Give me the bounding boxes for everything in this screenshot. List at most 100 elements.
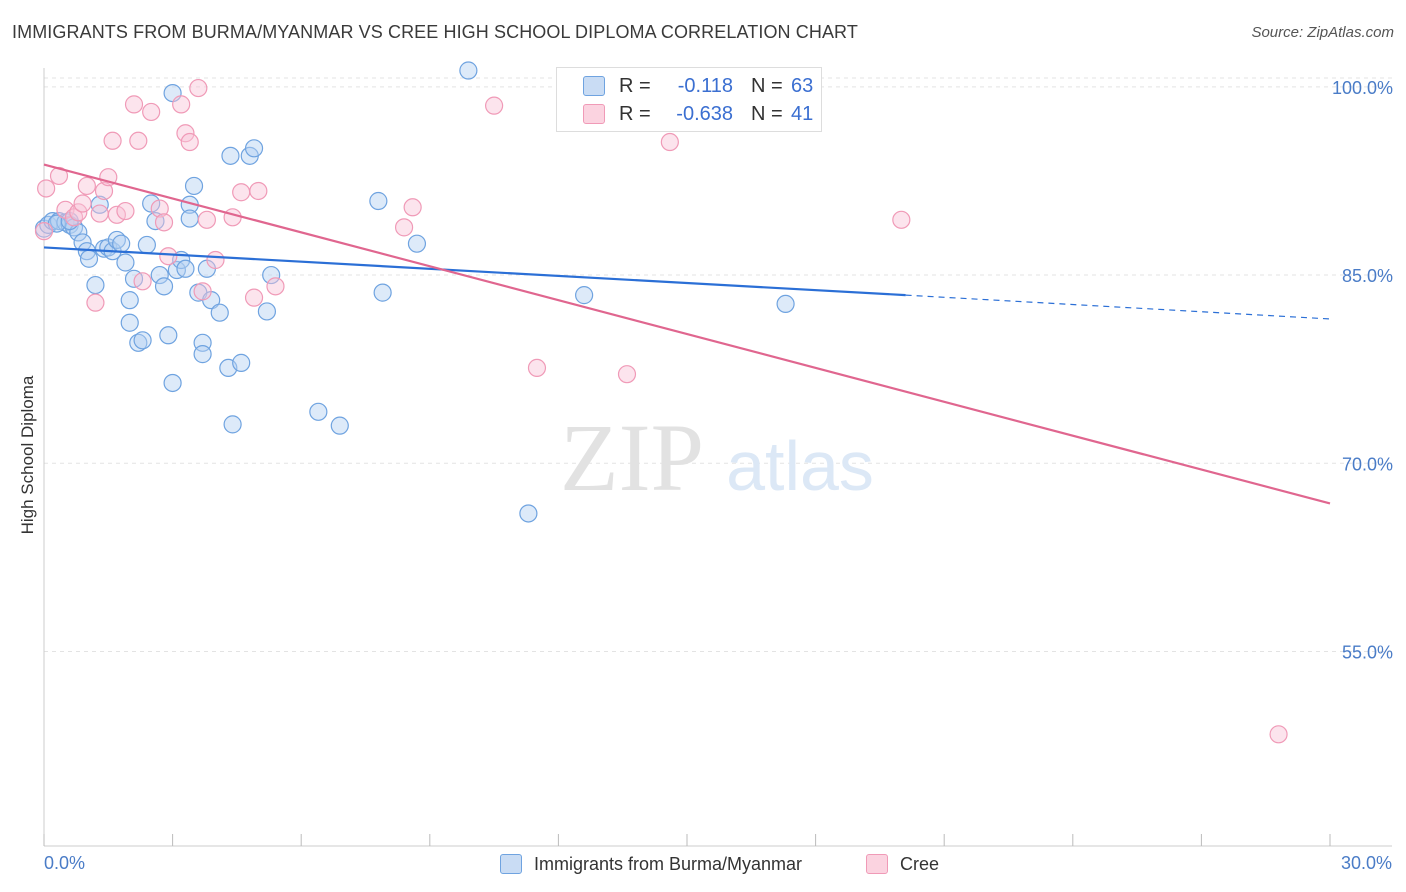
burma-point [244, 139, 264, 158]
legend-n-label: N = [751, 102, 783, 125]
cree-point [116, 201, 135, 221]
burma-point [154, 277, 174, 296]
burma-point [257, 302, 277, 321]
y-tick-label: 70.0% [1342, 454, 1393, 474]
burma-point [223, 415, 242, 434]
burma-point [184, 176, 204, 196]
burma-point [407, 234, 427, 253]
legend-r-label: R = [619, 102, 651, 125]
x-tick-label-min: 0.0% [44, 853, 85, 873]
cree-point [223, 208, 242, 227]
cree-point [107, 205, 126, 224]
cree-point [172, 95, 191, 114]
trend-lines [43, 163, 1331, 505]
burma-point [137, 235, 156, 255]
cree-point [660, 132, 679, 152]
y-tick-label: 100.0% [1332, 78, 1393, 98]
x-tick-label-max: 30.0% [1341, 853, 1392, 873]
cree-point [232, 183, 251, 202]
burma-point [232, 353, 251, 372]
cree-point [176, 124, 195, 143]
cree-point [527, 358, 547, 378]
burma-point [163, 373, 182, 393]
bottom-legend-swatch-cree [866, 854, 888, 874]
legend-row-burma: R = -0.118 N = 63 [583, 74, 813, 98]
burma-point [373, 283, 392, 302]
bottom-legend-cree[interactable]: Cree [866, 852, 939, 876]
burma-point [112, 234, 131, 253]
cree-point [180, 132, 199, 152]
burma-point [120, 313, 139, 332]
burma-point [180, 209, 199, 228]
cree-point [37, 179, 56, 198]
cree-point [193, 282, 212, 301]
burma-point [459, 61, 478, 80]
bottom-legend-burma[interactable]: Immigrants from Burma/Myanmar [500, 852, 802, 876]
legend-n-value: 63 [791, 74, 814, 97]
burma-point [133, 331, 152, 350]
cree-point [124, 95, 144, 114]
cree-point [73, 194, 92, 213]
legend-n-label: N = [751, 74, 783, 97]
source-credit: Source: ZipAtlas.com [1251, 24, 1394, 41]
bottom-legend-swatch-burma [500, 854, 522, 874]
cree-trend-line [43, 163, 1331, 505]
burma-point [776, 294, 795, 314]
cree-point [617, 365, 637, 384]
legend-n-value: 41 [791, 102, 814, 125]
watermark-atlas: atlas [726, 427, 874, 505]
burma-point [330, 416, 349, 435]
cree-point [154, 213, 174, 232]
y-tick-label: 85.0% [1342, 266, 1393, 286]
chart-title: IMMIGRANTS FROM BURMA/MYANMAR VS CREE HI… [12, 22, 858, 42]
cree-point [86, 293, 105, 312]
series-burma-points [34, 61, 795, 523]
cree-point [142, 102, 161, 122]
cree-point [129, 131, 148, 150]
burma-point [79, 249, 99, 268]
legend-r-label: R = [619, 74, 651, 97]
burma-point [210, 303, 229, 322]
legend-r-value: -0.638 [676, 102, 733, 125]
cree-point [103, 131, 122, 150]
cree-point [150, 199, 169, 218]
burma-point [73, 233, 92, 252]
watermark-zip: ZIP [560, 404, 704, 511]
cree-point [266, 277, 285, 296]
cree-point [159, 247, 178, 266]
cree-point [133, 272, 152, 291]
watermark: ZIP atlas [560, 404, 874, 511]
cree-point [90, 204, 109, 223]
cree-point [94, 181, 114, 201]
bottom-legend-label-burma: Immigrants from Burma/Myanmar [534, 853, 803, 874]
burma-point [142, 194, 161, 213]
burma-point [116, 253, 135, 272]
cree-point [206, 250, 225, 270]
cree-point [189, 78, 208, 98]
cree-point [403, 198, 422, 217]
axes [43, 68, 1392, 847]
burma-point [221, 146, 240, 165]
burma-point [159, 326, 178, 345]
legend-row-cree: R = -0.638 N = 41 [583, 102, 813, 126]
legend-swatch-burma [583, 76, 605, 96]
burma-point [150, 265, 169, 285]
burma-point [193, 345, 212, 364]
correlation-legend: R = -0.118 N = 63 R = -0.638 N = 41 [556, 67, 822, 132]
cree-point [49, 166, 69, 186]
legend-swatch-cree [583, 104, 605, 124]
cree-point [394, 218, 414, 237]
cree-point [485, 96, 504, 115]
burma-point [262, 265, 281, 285]
cree-point [249, 181, 268, 201]
cree-point [244, 288, 264, 307]
cree-point [69, 203, 88, 222]
cree-point [892, 210, 911, 229]
burma-point [575, 286, 594, 305]
series-cree-points [34, 78, 1288, 744]
cree-point [34, 222, 54, 241]
y-tick-label: 55.0% [1342, 643, 1393, 663]
burma-point [309, 402, 328, 421]
burma-point [86, 275, 105, 295]
